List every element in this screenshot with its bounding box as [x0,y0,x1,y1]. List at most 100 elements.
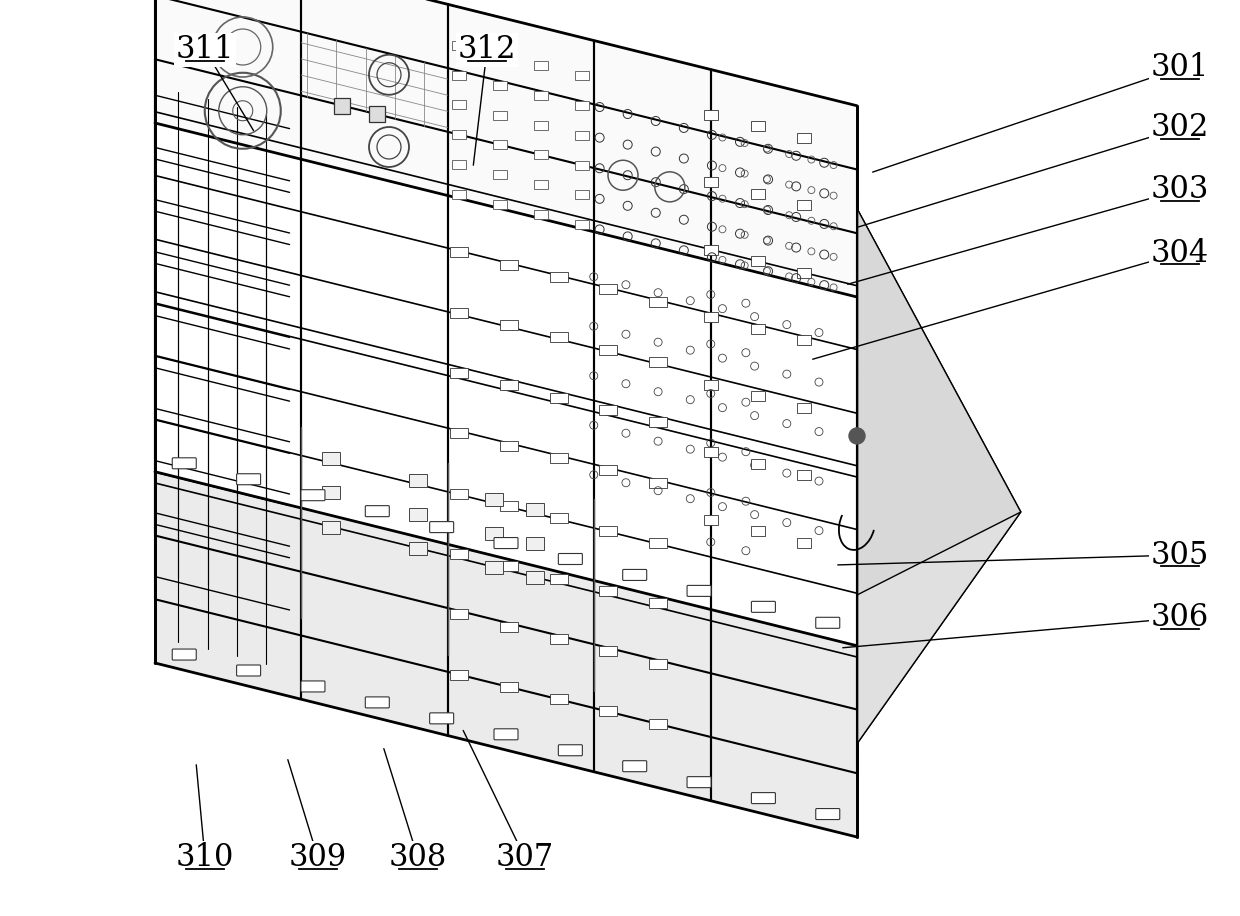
FancyBboxPatch shape [172,649,196,660]
Text: 305: 305 [1151,540,1209,571]
Bar [494,51,507,60]
Bar [453,41,466,49]
Bar [485,493,503,507]
FancyBboxPatch shape [751,792,775,803]
Bar [409,542,428,555]
Bar [649,357,667,367]
Bar [750,391,765,401]
FancyBboxPatch shape [622,760,647,771]
Bar [575,131,589,140]
Polygon shape [857,209,1021,512]
Bar [575,220,589,229]
Bar [500,562,518,572]
Bar [549,634,568,644]
FancyBboxPatch shape [558,553,583,564]
Bar [534,61,548,71]
Bar [500,441,518,451]
Bar [704,245,718,255]
Bar [494,81,507,90]
Text: 301: 301 [1151,52,1209,83]
FancyBboxPatch shape [429,713,454,724]
Bar [500,622,518,631]
Bar [599,405,618,415]
Bar [649,477,667,487]
Bar [534,210,548,219]
Bar [500,682,518,692]
FancyBboxPatch shape [751,601,775,613]
Bar [335,98,350,114]
Bar [549,453,568,463]
Bar [797,267,811,278]
Bar [649,598,667,608]
Bar [453,71,466,80]
Bar [526,503,544,517]
Bar [797,335,811,345]
Bar [450,488,469,498]
Bar [704,312,718,322]
Bar [797,201,811,210]
Bar [649,719,667,729]
Bar [500,380,518,390]
Bar [704,379,718,389]
Bar [549,272,568,282]
Bar [450,549,469,559]
Bar [797,538,811,548]
Bar [321,520,340,533]
Bar [485,527,503,540]
Bar [321,486,340,499]
Bar [450,429,469,438]
FancyBboxPatch shape [816,809,839,820]
Polygon shape [857,512,1021,744]
Polygon shape [857,375,1021,744]
Polygon shape [155,472,857,837]
Bar [750,121,765,131]
Bar [575,71,589,81]
FancyBboxPatch shape [237,665,260,676]
Text: 312: 312 [458,35,516,66]
Bar [797,470,811,480]
FancyBboxPatch shape [429,521,454,532]
Bar [494,140,507,149]
Bar [534,150,548,159]
Bar [750,459,765,469]
Bar [599,706,618,716]
Bar [649,418,667,427]
Bar [750,526,765,536]
Bar [321,453,340,465]
Text: 302: 302 [1151,113,1209,144]
Bar [494,170,507,179]
Bar [534,91,548,100]
Bar [649,659,667,669]
Bar [409,508,428,521]
FancyBboxPatch shape [558,745,583,756]
Bar [599,465,618,475]
FancyBboxPatch shape [687,585,711,596]
Text: 308: 308 [389,843,448,874]
Bar [370,106,386,123]
Bar [534,180,548,190]
Polygon shape [155,0,857,297]
Bar [599,284,618,294]
Polygon shape [857,209,1021,595]
Bar [575,191,589,200]
FancyBboxPatch shape [494,729,518,740]
Bar [534,121,548,130]
Bar [450,670,469,680]
Bar [453,190,466,199]
Bar [750,189,765,199]
Text: 304: 304 [1151,237,1209,268]
Bar [797,133,811,143]
Bar [453,160,466,169]
FancyBboxPatch shape [366,506,389,517]
Bar [453,101,466,109]
Bar [704,177,718,187]
Bar [450,308,469,318]
Text: 310: 310 [176,843,234,874]
Text: 303: 303 [1151,175,1209,205]
FancyBboxPatch shape [687,777,711,788]
FancyBboxPatch shape [237,474,260,485]
Bar [549,393,568,403]
FancyBboxPatch shape [172,458,196,469]
Bar [575,160,589,169]
FancyBboxPatch shape [366,697,389,708]
